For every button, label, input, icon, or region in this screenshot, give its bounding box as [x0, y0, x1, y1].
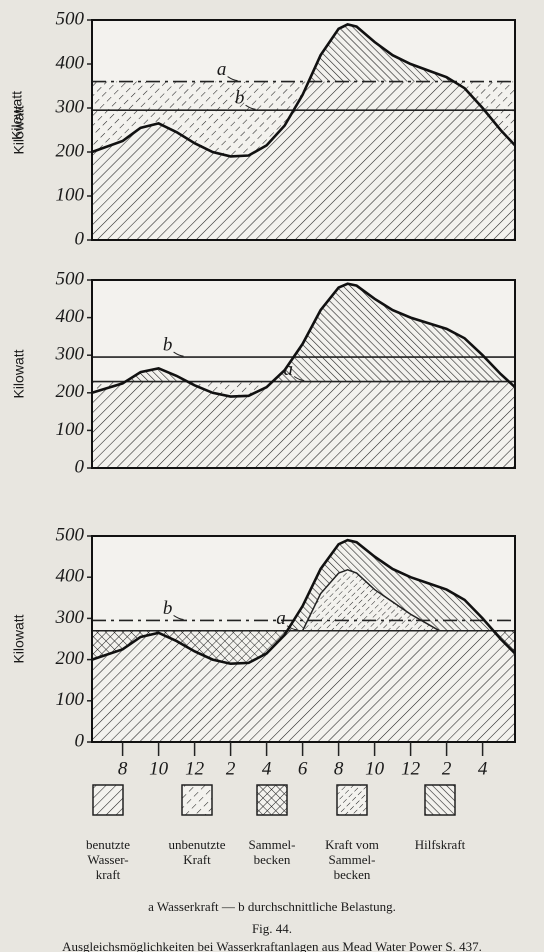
y-tick-label: 100 — [56, 184, 85, 205]
y-tick-label: 300 — [55, 344, 85, 365]
legend-swatch — [336, 784, 368, 816]
panel: Kilowatt 0 100 200 300 400 500 ab — [11, 8, 516, 249]
y-tick-label: 200 — [56, 648, 85, 669]
x-tick-label: 6 — [298, 758, 308, 779]
x-tick-label: 4 — [262, 758, 272, 779]
y-tick-label: 200 — [56, 140, 85, 161]
legend-swatch — [424, 784, 456, 816]
stored-area — [301, 568, 441, 631]
y-tick-label: 0 — [75, 730, 85, 751]
x-tick-label: 8 — [118, 758, 128, 779]
area — [92, 630, 515, 742]
legend-label: Kraft vom — [325, 837, 379, 852]
legend-swatch — [92, 784, 124, 816]
y-tick-label: 200 — [56, 381, 85, 402]
y-tick-label: 500 — [56, 8, 85, 29]
legend-label: kraft — [96, 867, 121, 882]
plot-frame — [91, 19, 516, 241]
y-tick-label: 500 — [56, 268, 85, 289]
legend-swatch — [181, 784, 213, 816]
y-tick-label: 100 — [56, 419, 85, 440]
caption: a Wasserkraft — b durchschnittliche Bela… — [148, 899, 396, 914]
load-curve — [91, 538, 516, 666]
x-tick-label: 10 — [365, 758, 385, 779]
y-tick-label: 400 — [56, 52, 85, 73]
load-curve — [91, 23, 516, 158]
panel: Kilowatt 0 100 200 300 400 500 b a — [11, 268, 516, 477]
area — [92, 381, 515, 468]
label-leader — [173, 351, 184, 357]
used-region — [92, 81, 515, 240]
y-tick-label: 0 — [75, 228, 85, 249]
y-tick-label: 300 — [55, 96, 85, 117]
legend-label: unbenutzte — [168, 837, 225, 852]
x-tick-label: 12 — [185, 758, 205, 779]
y-tick-label: 400 — [56, 306, 85, 327]
legend-label: Wasser- — [87, 852, 128, 867]
plot-frame — [91, 279, 516, 469]
level-label: a — [217, 59, 227, 80]
legend-label: Sammel- — [329, 852, 376, 867]
x-tick-label: 10 — [149, 758, 169, 779]
caption: Fig. 44. — [252, 921, 292, 936]
x-tick-label: 2 — [442, 758, 452, 779]
level-label: b — [235, 88, 245, 109]
panel: Kilowatt 0 100 200 300 400 500 b a — [11, 524, 516, 751]
used-region — [92, 630, 515, 742]
y-axis-label: Kilowatt — [11, 349, 27, 398]
legend-label: becken — [254, 852, 291, 867]
x-tick-label: 12 — [401, 758, 421, 779]
y-tick-label: 100 — [56, 689, 85, 710]
legend-label: becken — [334, 867, 371, 882]
level-label: b — [163, 598, 173, 619]
legend-label: Hilfskraft — [415, 837, 466, 852]
y-axis-label: Kilowatt — [11, 105, 27, 154]
y-tick-label: 300 — [55, 607, 85, 628]
y-axis-label: Kilowatt — [9, 91, 25, 140]
load-curve — [91, 282, 516, 398]
legend-swatch — [256, 784, 288, 816]
y-axis-label: Kilowatt — [11, 614, 27, 663]
x-tick-label: 8 — [334, 758, 344, 779]
label-leader — [173, 615, 184, 620]
legend-label: benutzte — [86, 837, 130, 852]
x-tick-label: 4 — [478, 758, 488, 779]
y-tick-label: 0 — [75, 456, 85, 477]
level-label: b — [163, 334, 173, 355]
label-leader — [293, 376, 305, 382]
plot-frame — [91, 535, 516, 743]
used-region — [92, 381, 515, 468]
area — [92, 81, 515, 240]
y-tick-label: 400 — [56, 566, 85, 587]
label-leader — [227, 76, 238, 82]
label-leader — [286, 625, 298, 631]
legend-label: Sammel- — [249, 837, 296, 852]
level-label: a — [276, 608, 286, 629]
y-tick-label: 500 — [56, 524, 85, 545]
storage-region — [301, 568, 441, 631]
legend-label: Kraft — [183, 852, 211, 867]
x-tick-label: 2 — [226, 758, 236, 779]
caption: Ausgleichsmöglichkeiten bei Wasserkrafta… — [62, 939, 482, 952]
label-leader — [245, 104, 256, 110]
level-label: a — [283, 359, 293, 380]
